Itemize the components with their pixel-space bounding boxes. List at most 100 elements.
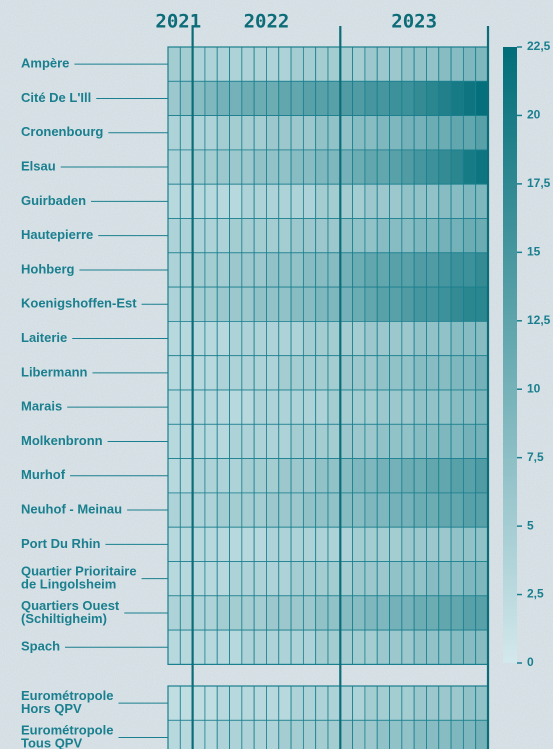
- heat-cell: [253, 115, 267, 151]
- heat-cell: [253, 423, 267, 459]
- heat-cell: [426, 526, 440, 562]
- heat-cell: [216, 320, 230, 357]
- heat-cell: [389, 80, 403, 117]
- heat-cell: [167, 526, 181, 562]
- heat-cell: [339, 80, 354, 117]
- heat-cell: [290, 526, 304, 562]
- heat-cell: [426, 458, 440, 494]
- heat-cell: [241, 355, 255, 391]
- heat-cell: [302, 80, 317, 117]
- heat-cell: [352, 80, 366, 117]
- heat-cell: [167, 423, 181, 459]
- heat-cell: [352, 423, 366, 459]
- heat-cell: [327, 286, 341, 322]
- row-label: Elsau: [21, 158, 56, 173]
- heat-cell: [290, 458, 304, 494]
- heat-cell: [401, 595, 415, 631]
- heat-cell: [401, 80, 415, 117]
- heat-cell: [401, 685, 415, 721]
- heat-cell: [475, 685, 489, 721]
- colorbar-tick-label: 0: [527, 655, 534, 669]
- heat-cell: [327, 423, 341, 459]
- heat-cell: [179, 80, 194, 117]
- heat-cell: [302, 355, 317, 391]
- heat-cell: [475, 719, 489, 749]
- heat-cell: [266, 115, 280, 151]
- heat-cell: [229, 355, 243, 391]
- heat-cell: [241, 629, 255, 665]
- heat-cell: [241, 115, 255, 151]
- heat-cell: [229, 526, 243, 562]
- row-label: Quartiers Ouest: [21, 598, 120, 613]
- heat-cell: [389, 115, 403, 151]
- heat-cell: [216, 595, 230, 631]
- heat-cell: [229, 149, 243, 185]
- heat-cell: [376, 629, 390, 665]
- heat-cell: [438, 595, 452, 631]
- row-label: Cité De L'Ill: [21, 90, 91, 105]
- heat-cell: [352, 458, 366, 494]
- heat-cell: [204, 80, 218, 117]
- heat-cell: [426, 561, 440, 597]
- heat-cell: [241, 80, 255, 117]
- heat-cell: [266, 458, 280, 494]
- heat-cell: [413, 719, 427, 749]
- heat-cell: [462, 458, 477, 494]
- heat-cell: [450, 629, 464, 665]
- row-label: (Schiltigheim): [21, 611, 107, 626]
- heat-cell: [339, 149, 354, 185]
- heat-cell: [278, 719, 292, 749]
- heat-cell: [302, 115, 317, 151]
- heat-cell: [364, 595, 378, 631]
- row-label: Eurométropole: [21, 688, 113, 703]
- heat-cell: [266, 218, 280, 254]
- heat-cell: [229, 629, 243, 665]
- row-label: de Lingolsheim: [21, 577, 116, 592]
- heat-cell: [401, 46, 415, 82]
- heat-cell: [450, 389, 464, 425]
- row-label: Cronenbourg: [21, 124, 103, 139]
- heat-cell: [167, 320, 181, 357]
- heat-cell: [204, 423, 218, 459]
- heat-cell: [327, 320, 341, 357]
- heat-cell: [266, 492, 280, 528]
- heat-cell: [389, 218, 403, 254]
- heat-cell: [462, 685, 477, 721]
- heat-cell: [339, 355, 354, 391]
- heat-cell: [376, 561, 390, 597]
- heat-cell: [327, 389, 341, 425]
- heat-cell: [167, 389, 181, 425]
- row-label: Ampère: [21, 56, 69, 71]
- heat-cell: [290, 595, 304, 631]
- year-label: 2021: [155, 11, 201, 33]
- heat-cell: [241, 492, 255, 528]
- heat-cell: [315, 492, 329, 528]
- heat-cell: [204, 46, 218, 82]
- heat-cell: [462, 286, 477, 322]
- heat-cell: [475, 218, 489, 254]
- heat-cell: [462, 561, 477, 597]
- heat-cell: [216, 46, 230, 82]
- heat-cell: [315, 80, 329, 117]
- heat-cell: [438, 629, 452, 665]
- heat-cell: [241, 423, 255, 459]
- heat-cell: [352, 719, 366, 749]
- heat-cell: [167, 115, 181, 151]
- heat-cell: [192, 561, 206, 597]
- heat-cell: [401, 458, 415, 494]
- colorbar-tick-label: 7,5: [527, 450, 544, 464]
- heat-cell: [302, 218, 317, 254]
- heat-cell: [241, 595, 255, 631]
- heat-cell: [278, 685, 292, 721]
- heat-cell: [339, 252, 354, 288]
- heat-cell: [278, 80, 292, 117]
- heat-cell: [179, 320, 194, 357]
- heat-cell: [401, 355, 415, 391]
- heat-cell: [413, 183, 427, 219]
- heat-cell: [315, 286, 329, 322]
- heat-cell: [229, 252, 243, 288]
- heat-cell: [450, 458, 464, 494]
- heat-cell: [401, 423, 415, 459]
- heat-cell: [438, 423, 452, 459]
- heat-cell: [229, 719, 243, 749]
